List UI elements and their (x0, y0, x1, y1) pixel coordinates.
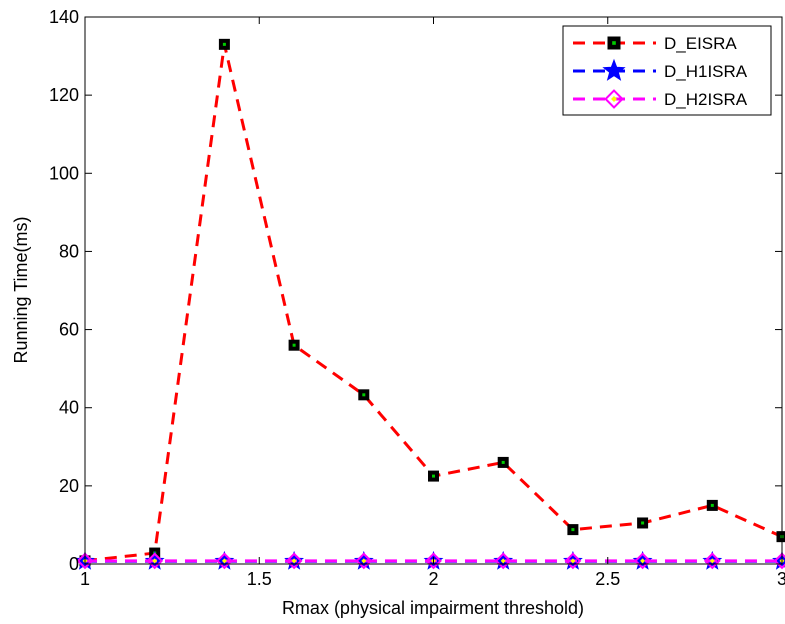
square-marker-center (641, 521, 645, 525)
diamond-marker (285, 552, 303, 570)
legend: D_EISRA D_H1ISRA D_H2ISRA (562, 25, 772, 116)
diamond-marker-center (640, 558, 646, 564)
diamond-marker (604, 89, 624, 109)
square-marker-center (571, 528, 575, 532)
x-tick-label: 3 (777, 569, 785, 589)
y-tick-label: 80 (59, 241, 79, 261)
diamond-marker-center (500, 558, 506, 564)
legend-items: D_EISRA D_H1ISRA D_H2ISRA (573, 34, 748, 109)
square-marker-center (292, 343, 296, 347)
diamond-marker (355, 552, 373, 570)
legend-item: D_EISRA (573, 34, 737, 53)
diamond-marker-center (361, 558, 367, 564)
legend-item: D_H2ISRA (573, 89, 748, 109)
x-tick-label: 1.5 (247, 569, 272, 589)
series-d-eisra (79, 38, 785, 567)
axes-layer: 1 1.5 2 2.5 3 0 20 40 60 80 100 120 140 (49, 7, 785, 589)
x-tick-label: 2.5 (595, 569, 620, 589)
x-axis-label: Rmax (physical impairment threshold) (282, 598, 584, 618)
diamond-marker (425, 552, 442, 570)
diamond-marker-center (152, 558, 158, 564)
y-axis-label: Running Time(ms) (11, 216, 31, 363)
diamond-marker-center (291, 558, 297, 564)
diamond-marker (146, 552, 164, 570)
diamond-marker-center (611, 96, 617, 102)
diamond-marker (76, 552, 94, 570)
square-marker-center (432, 474, 435, 478)
y-tick-label: 20 (59, 476, 79, 496)
legend-item: D_H1ISRA (573, 58, 748, 81)
y-tick-label: 0 (69, 554, 79, 574)
y-tick-label: 100 (49, 163, 79, 183)
square-marker-center (501, 460, 505, 464)
square-marker-center (362, 393, 366, 397)
y-tick-label: 140 (49, 7, 79, 27)
star-marker (602, 58, 626, 81)
diamond-marker-center (570, 558, 576, 564)
square-marker-center (612, 41, 616, 45)
legend-label: D_H1ISRA (664, 62, 748, 81)
diamond-marker-center (221, 558, 227, 564)
diamond-marker (564, 552, 582, 570)
series-layer (75, 38, 785, 570)
y-tick-label: 40 (59, 398, 79, 418)
legend-label: D_H2ISRA (664, 90, 748, 109)
series-d-h2isra (76, 552, 785, 570)
y-tick-label: 60 (59, 320, 79, 340)
diamond-marker (215, 552, 233, 570)
diamond-marker (703, 552, 721, 570)
series-line (84, 44, 783, 563)
y-tick-label: 120 (49, 85, 79, 105)
legend-label: D_EISRA (664, 34, 737, 53)
diamond-marker (634, 552, 652, 570)
x-tick-label: 1 (80, 569, 90, 589)
diamond-marker (494, 552, 512, 570)
square-marker-center (710, 503, 714, 507)
square-marker-center (222, 42, 226, 46)
diamond-marker-center (709, 558, 715, 564)
diamond-marker (773, 552, 785, 570)
x-tick-label: 2 (428, 569, 438, 589)
